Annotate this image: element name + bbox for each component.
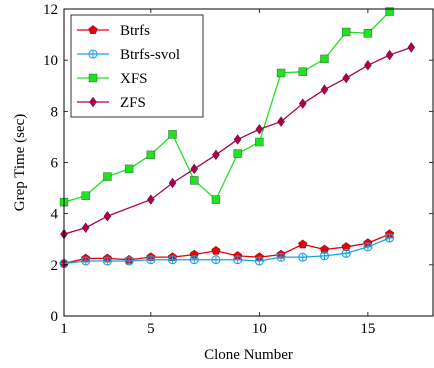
data-point-xfs: [363, 29, 373, 38]
data-point-zfs: [103, 210, 112, 222]
y-tick-label: 0: [51, 309, 59, 325]
data-point-xfs: [146, 150, 156, 160]
data-point-btrfs-svol: [341, 248, 351, 258]
data-point-zfs: [320, 84, 329, 96]
legend-label: Btrfs: [120, 23, 150, 39]
data-point-btrfs-svol: [102, 256, 112, 266]
data-point-btrfs-svol: [81, 256, 91, 266]
data-point-zfs: [146, 194, 155, 206]
legend-entry-btrfs-svol: Btrfs-svol: [77, 47, 180, 63]
data-point-zfs: [255, 123, 264, 135]
data-point-xfs: [255, 137, 264, 147]
data-point-btrfs: [211, 245, 221, 255]
y-tick-label: 12: [43, 2, 58, 18]
data-point-zfs: [190, 163, 199, 175]
data-point-xfs: [81, 191, 90, 201]
data-point-zfs: [298, 98, 307, 110]
data-point-zfs: [277, 116, 285, 127]
y-tick-label: 8: [51, 104, 59, 120]
data-point-btrfs-svol: [211, 255, 221, 265]
legend-marker: [88, 25, 98, 34]
series-line-xfs: [63, 11, 391, 203]
legend-marker: [88, 49, 98, 59]
series-line-btrfs-svol: [63, 237, 390, 265]
series-xfs: [59, 7, 394, 207]
y-tick-label: 6: [51, 156, 59, 172]
data-point-xfs: [385, 7, 394, 16]
series-btrfs-svol: [59, 233, 395, 269]
data-point-btrfs-svol: [385, 233, 395, 243]
data-point-zfs: [233, 134, 242, 145]
data-point-zfs: [342, 72, 351, 84]
data-point-xfs: [341, 27, 351, 37]
y-tick-label: 10: [43, 53, 58, 69]
data-point-btrfs-svol: [146, 255, 156, 265]
data-point-xfs: [298, 67, 308, 76]
legend-marker: [88, 73, 98, 83]
data-point-btrfs: [298, 239, 308, 249]
data-point-xfs: [276, 68, 286, 78]
data-point-btrfs-svol: [233, 255, 243, 265]
data-point-xfs: [168, 130, 177, 139]
series-zfs: [60, 41, 416, 240]
x-tick-label: 15: [360, 321, 375, 337]
data-point-xfs: [103, 172, 112, 181]
legend-label: XFS: [120, 71, 148, 87]
data-point-btrfs-svol: [254, 256, 264, 266]
x-tick-label: 1: [60, 321, 68, 337]
series-line-zfs: [63, 46, 412, 235]
data-point-btrfs-svol: [298, 252, 308, 262]
y-axis-title: Grep Time (sec): [12, 114, 28, 212]
legend-label: ZFS: [120, 95, 146, 111]
x-axis-title: Clone Number: [204, 347, 293, 363]
data-point-xfs: [189, 176, 199, 185]
legend-entry-xfs: XFS: [77, 71, 148, 87]
legend-entry-zfs: ZFS: [77, 95, 146, 111]
legend-entry-btrfs: Btrfs: [77, 23, 150, 39]
data-point-btrfs-svol: [363, 242, 373, 252]
data-point-xfs: [320, 54, 329, 64]
data-point-btrfs-svol: [167, 255, 178, 265]
legend: Btrfs Btrfs-svol XFS ZFS: [70, 14, 204, 118]
data-point-btrfs-svol: [124, 256, 134, 266]
x-tick-label: 5: [147, 321, 155, 337]
legend-label: Btrfs-svol: [120, 47, 180, 63]
y-tick-label: 4: [51, 207, 59, 223]
data-point-btrfs-svol: [276, 252, 286, 262]
data-point-zfs: [407, 41, 416, 53]
series-line-btrfs: [63, 233, 390, 265]
data-point-zfs: [212, 149, 220, 161]
y-tick-label: 2: [51, 258, 59, 274]
x-tick-label: 10: [252, 321, 267, 337]
plot-area: [59, 7, 416, 269]
data-point-zfs: [81, 222, 90, 234]
legend-marker: [89, 96, 97, 108]
data-point-zfs: [385, 49, 394, 61]
data-point-zfs: [168, 177, 177, 189]
data-point-xfs: [233, 149, 242, 158]
data-point-btrfs-svol: [319, 251, 330, 261]
data-point-zfs: [363, 59, 372, 71]
data-point-xfs: [124, 164, 134, 174]
data-point-btrfs-svol: [189, 255, 199, 265]
data-point-xfs: [211, 195, 221, 204]
